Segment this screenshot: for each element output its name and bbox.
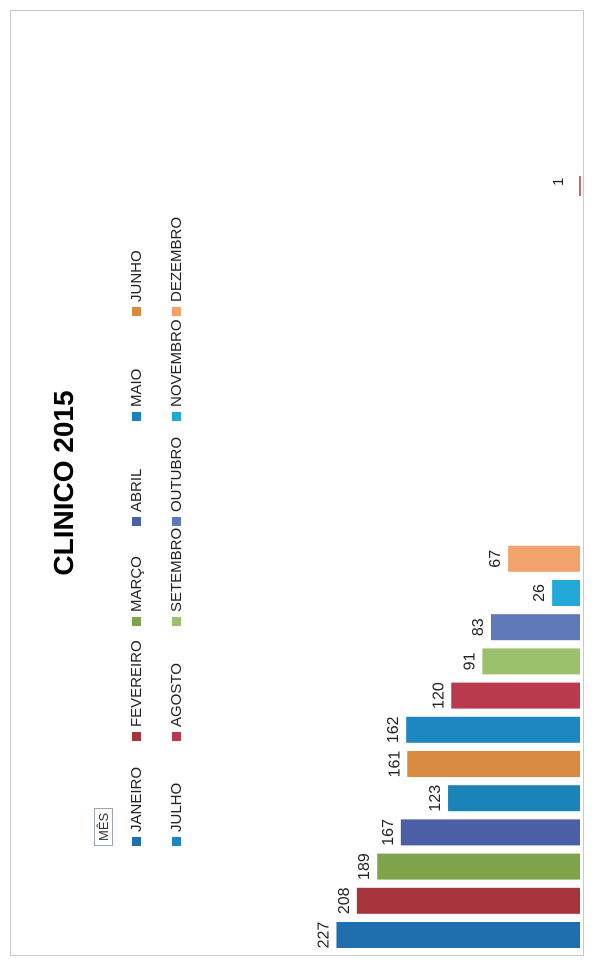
data-label-agosto: 120 xyxy=(430,682,447,709)
data-label-maio: 123 xyxy=(427,785,444,812)
data-label-março: 189 xyxy=(356,853,373,880)
data-label-janeiro: 227 xyxy=(315,922,332,949)
bar-janeiro xyxy=(336,922,580,948)
bar-junho xyxy=(407,751,580,777)
data-label-julho: 162 xyxy=(385,716,402,743)
data-label-outubro: 83 xyxy=(470,618,487,636)
bar-outubro xyxy=(490,614,580,641)
data-label-dezembro: 67 xyxy=(487,550,504,568)
bar-agosto xyxy=(451,682,580,709)
bar-julho xyxy=(406,716,580,743)
x-tick-label: 1 xyxy=(550,177,567,186)
bar-dezembro xyxy=(508,545,581,572)
bar-março xyxy=(377,853,580,880)
data-label-setembro: 91 xyxy=(461,652,478,670)
bar-novembro xyxy=(552,580,581,606)
bar-fevereiro xyxy=(356,887,581,914)
data-label-abril: 167 xyxy=(380,819,397,846)
bar-abril xyxy=(400,819,580,846)
chart-layer: CLINICO 2015 MÊS JANEIRO FEVEREIRO MARÇO AB… xyxy=(10,10,584,956)
bar-maio xyxy=(448,785,580,812)
data-label-junho: 161 xyxy=(386,751,403,778)
bar-setembro xyxy=(482,648,581,675)
data-label-novembro: 26 xyxy=(531,584,548,602)
data-label-fevereiro: 208 xyxy=(336,887,353,914)
